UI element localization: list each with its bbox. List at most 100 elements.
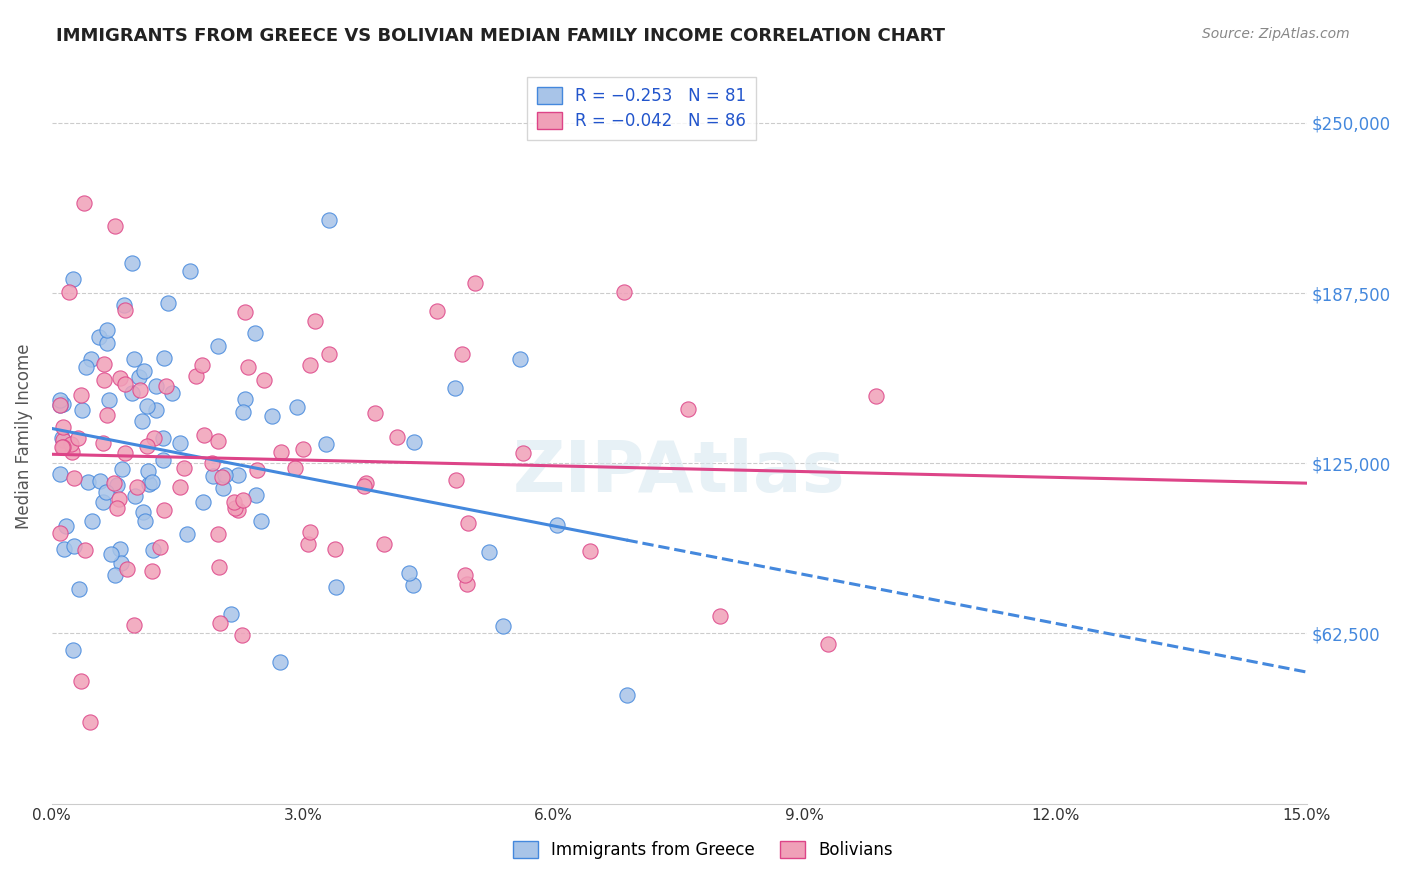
Point	[402, 578, 425, 592]
Point	[613, 285, 636, 299]
Point	[141, 475, 163, 489]
Point	[246, 463, 269, 477]
Point	[298, 524, 321, 539]
Point	[124, 489, 146, 503]
Point	[214, 467, 236, 482]
Point	[212, 481, 235, 495]
Point	[75, 359, 97, 374]
Point	[108, 370, 131, 384]
Point	[82, 514, 104, 528]
Point	[97, 392, 120, 407]
Point	[454, 568, 477, 582]
Point	[80, 351, 103, 366]
Point	[136, 439, 159, 453]
Point	[60, 437, 83, 451]
Point	[512, 445, 534, 459]
Point	[138, 477, 160, 491]
Point	[62, 271, 84, 285]
Point	[193, 428, 215, 442]
Point	[114, 376, 136, 391]
Point	[232, 492, 254, 507]
Point	[136, 464, 159, 478]
Point	[179, 264, 201, 278]
Point	[226, 467, 249, 482]
Point	[270, 445, 292, 459]
Point	[149, 540, 172, 554]
Point	[253, 373, 276, 387]
Point	[110, 556, 132, 570]
Point	[105, 501, 128, 516]
Point	[104, 568, 127, 582]
Point	[96, 335, 118, 350]
Point	[142, 543, 165, 558]
Point	[114, 446, 136, 460]
Point	[284, 461, 307, 475]
Point	[131, 414, 153, 428]
Point	[70, 673, 93, 688]
Point	[73, 196, 96, 211]
Point	[121, 255, 143, 269]
Point	[67, 431, 90, 445]
Point	[817, 637, 839, 651]
Point	[398, 566, 420, 580]
Point	[67, 582, 90, 596]
Point	[117, 562, 139, 576]
Point	[153, 503, 176, 517]
Point	[579, 543, 602, 558]
Point	[262, 409, 284, 424]
Y-axis label: Median Family Income: Median Family Income	[15, 343, 32, 529]
Point	[373, 537, 395, 551]
Point	[387, 430, 409, 444]
Point	[426, 303, 449, 318]
Point	[134, 514, 156, 528]
Point	[104, 219, 127, 233]
Point	[318, 212, 340, 227]
Point	[124, 352, 146, 367]
Point	[201, 456, 224, 470]
Point	[446, 473, 468, 487]
Point	[112, 298, 135, 312]
Point	[318, 346, 340, 360]
Point	[70, 403, 93, 417]
Point	[51, 431, 73, 445]
Point	[207, 434, 229, 448]
Point	[121, 386, 143, 401]
Point	[93, 357, 115, 371]
Point	[456, 577, 478, 591]
Point	[451, 347, 474, 361]
Point	[49, 398, 72, 412]
Point	[79, 714, 101, 729]
Point	[249, 514, 271, 528]
Point	[224, 494, 246, 508]
Point	[207, 560, 229, 574]
Point	[49, 467, 72, 481]
Point	[110, 541, 132, 556]
Point	[96, 408, 118, 422]
Point	[444, 380, 467, 394]
Point	[232, 405, 254, 419]
Point	[208, 615, 231, 630]
Point	[546, 517, 568, 532]
Point	[63, 539, 86, 553]
Point	[238, 359, 260, 374]
Point	[93, 374, 115, 388]
Point	[160, 385, 183, 400]
Point	[128, 370, 150, 384]
Point	[135, 399, 157, 413]
Point	[269, 655, 291, 669]
Point	[492, 619, 515, 633]
Point	[152, 351, 174, 366]
Point	[315, 437, 337, 451]
Point	[402, 434, 425, 449]
Point	[111, 462, 134, 476]
Point	[207, 526, 229, 541]
Point	[49, 398, 72, 412]
Text: IMMIGRANTS FROM GREECE VS BOLIVIAN MEDIAN FAMILY INCOME CORRELATION CHART: IMMIGRANTS FROM GREECE VS BOLIVIAN MEDIA…	[56, 27, 945, 45]
Point	[77, 475, 100, 489]
Point	[62, 642, 84, 657]
Point	[105, 478, 128, 492]
Point	[245, 488, 267, 502]
Point	[176, 526, 198, 541]
Point	[191, 359, 214, 373]
Point	[52, 542, 75, 557]
